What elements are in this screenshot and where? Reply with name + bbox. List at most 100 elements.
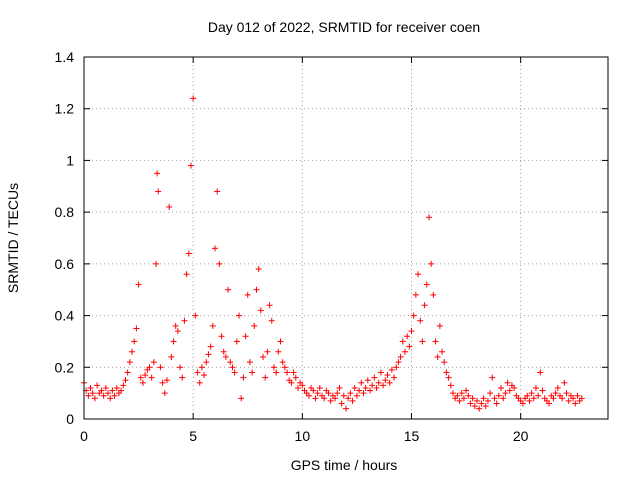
data-point (388, 366, 395, 373)
data-point (214, 188, 221, 195)
data-point (487, 390, 494, 397)
data-point (102, 384, 109, 391)
data-point (375, 379, 382, 386)
data-point (476, 405, 483, 412)
data-point (198, 364, 205, 371)
data-point (412, 291, 419, 298)
data-point (111, 392, 118, 399)
data-point (133, 325, 140, 332)
data-point (404, 333, 411, 340)
data-point (535, 392, 542, 399)
data-point (236, 312, 243, 319)
data-point (334, 390, 341, 397)
data-point (94, 382, 101, 389)
data-point (349, 397, 356, 404)
data-point (484, 397, 491, 404)
data-point (471, 403, 478, 410)
data-point (524, 392, 531, 399)
data-point (519, 400, 526, 407)
data-point (401, 348, 408, 355)
data-point (478, 400, 485, 407)
x-tick-label: 5 (189, 428, 197, 444)
data-point (391, 374, 398, 381)
x-tick-label: 20 (513, 428, 529, 444)
data-point (192, 312, 199, 319)
data-point (179, 374, 186, 381)
x-tick-label: 0 (80, 428, 88, 444)
data-point (546, 400, 553, 407)
data-point (174, 328, 181, 335)
y-tick-label: 0.6 (55, 256, 75, 272)
data-point (172, 322, 179, 329)
plot-frame (83, 56, 609, 420)
data-point (207, 343, 214, 350)
data-point (316, 384, 323, 391)
data-point (257, 307, 264, 314)
data-point (432, 338, 439, 345)
data-point (107, 395, 114, 402)
data-point (244, 291, 251, 298)
data-point (216, 260, 223, 267)
data-point (137, 374, 144, 381)
data-point (238, 395, 245, 402)
data-point (305, 392, 312, 399)
data-point (360, 390, 367, 397)
data-point (264, 348, 271, 355)
data-point (393, 364, 400, 371)
data-point (500, 395, 507, 402)
data-point (421, 302, 428, 309)
data-point (312, 395, 319, 402)
data-point (465, 392, 472, 399)
data-point (441, 359, 448, 366)
data-point (489, 374, 496, 381)
data-point (314, 390, 321, 397)
data-point (168, 353, 175, 360)
y-tick-label: 0.2 (55, 359, 75, 375)
data-point (574, 392, 581, 399)
data-point (212, 245, 218, 252)
data-point (443, 369, 450, 376)
data-point (129, 348, 136, 355)
data-point (98, 387, 105, 394)
data-point (537, 369, 544, 376)
data-point (386, 379, 393, 386)
data-point (262, 374, 269, 381)
data-point (163, 377, 170, 384)
data-point (430, 291, 437, 298)
data-point (89, 390, 96, 397)
data-point (439, 348, 446, 355)
data-point (91, 395, 98, 402)
data-point (343, 405, 349, 412)
data-point (467, 400, 474, 407)
data-point (181, 317, 188, 324)
x-axis-label: GPS time / hours (291, 457, 398, 473)
data-point (469, 395, 476, 402)
data-point (506, 387, 513, 394)
data-point (260, 353, 267, 360)
data-point (419, 338, 426, 345)
data-point (281, 364, 288, 371)
data-point (498, 384, 505, 391)
data-point (100, 392, 107, 399)
data-point (399, 338, 406, 345)
x-tick-label: 10 (295, 428, 311, 444)
data-point (572, 400, 579, 407)
data-point (454, 392, 461, 399)
data-point (153, 260, 160, 267)
data-point (408, 328, 415, 335)
data-point (362, 384, 369, 391)
data-point (203, 359, 210, 366)
data-point (526, 397, 533, 404)
data-point (353, 392, 360, 399)
data-point (275, 348, 282, 355)
data-point (233, 338, 240, 345)
data-point (559, 395, 566, 402)
data-point (447, 382, 454, 389)
data-point (292, 374, 299, 381)
data-point (139, 379, 146, 386)
data-point (371, 374, 378, 381)
data-point (266, 302, 273, 309)
data-point (268, 317, 275, 324)
data-point (277, 338, 284, 345)
data-point (563, 390, 570, 397)
